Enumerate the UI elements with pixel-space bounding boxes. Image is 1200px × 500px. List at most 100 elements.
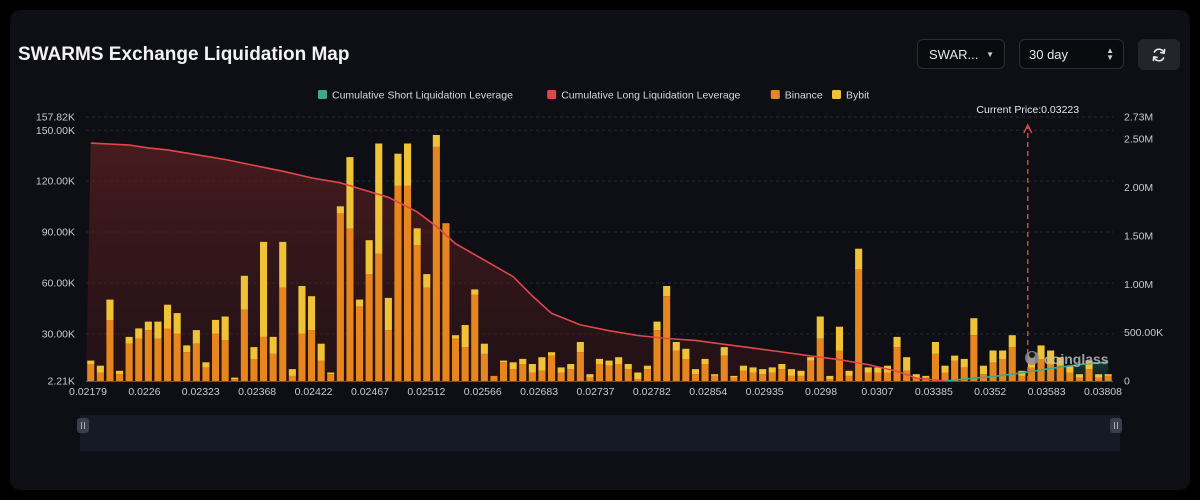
binance-bar — [653, 330, 661, 381]
long-liquidation-line — [90, 142, 946, 382]
binance-bar — [240, 309, 248, 381]
bybit-bar — [634, 372, 642, 380]
binance-bar — [1075, 377, 1083, 381]
x-tick-label: 0.02422 — [295, 386, 333, 398]
bybit-bar — [605, 360, 613, 366]
binance-bar — [1047, 364, 1055, 381]
x-tick-label: 0.02854 — [689, 386, 727, 398]
binance-bar — [96, 372, 104, 381]
binance-bar — [404, 185, 412, 381]
bybit-bar — [1075, 374, 1083, 378]
binance-bar — [202, 367, 210, 381]
binance-bar — [116, 374, 124, 381]
binance-bar — [576, 352, 584, 381]
binance-bar — [87, 364, 95, 381]
zoom-slider[interactable] — [77, 415, 1122, 451]
binance-bar — [778, 369, 786, 381]
y-right-tick-label: 1.50M — [1124, 230, 1153, 242]
bybit-bar — [375, 143, 383, 254]
binance-bar — [308, 330, 316, 381]
bybit-bar — [864, 367, 872, 373]
binance-bar — [269, 353, 277, 381]
binance-bar — [557, 372, 565, 381]
binance-bar — [768, 372, 776, 381]
chart-legend: Cumulative Short Liquidation Leverage Cum… — [318, 90, 869, 102]
y-left-tick-label: 150.00K — [36, 125, 75, 137]
binance-bar — [413, 245, 421, 381]
binance-bar — [528, 372, 536, 381]
bybit-bar — [260, 241, 268, 337]
x-tick-label: 0.0307 — [861, 386, 893, 398]
up-down-chevron-icon: ▲ ▼ — [1106, 46, 1114, 62]
bybit-bar — [576, 342, 584, 353]
x-tick-label: 0.02782 — [633, 386, 671, 398]
cumulative-lines — [90, 142, 1109, 382]
binance-bar — [356, 306, 364, 381]
bybit-bar — [144, 321, 152, 331]
bybit-bar — [336, 206, 344, 214]
x-tick-label: 0.0226 — [128, 386, 160, 398]
bybit-bar — [768, 367, 776, 373]
binance-bar — [1095, 377, 1103, 381]
binance-bar — [480, 353, 488, 381]
symbol-select[interactable]: SWAR... ▼ — [917, 39, 1005, 69]
bybit-bar — [116, 370, 124, 375]
binance-bar — [375, 253, 383, 381]
bybit-bar — [394, 153, 402, 186]
bybit-bar — [826, 375, 834, 380]
y-right-tick-label: 2.73M — [1124, 112, 1153, 124]
bybit-bar — [519, 358, 527, 364]
bybit-bar — [970, 318, 978, 336]
bybit-bar — [298, 286, 306, 334]
bybit-bar — [1066, 365, 1074, 373]
current-price-annotation: Current Price:0.03223 — [976, 104, 1079, 381]
binance-bar — [643, 369, 651, 381]
bybit-bar — [749, 367, 757, 373]
symbol-select-value: SWAR... — [929, 46, 979, 62]
binance-bar — [394, 185, 402, 381]
binance-bar — [586, 377, 594, 381]
bybit-bar — [912, 374, 920, 378]
binance-bar — [173, 333, 181, 381]
bybit-bar — [855, 248, 863, 270]
y-left-tick-label: 2.21K — [48, 376, 75, 388]
bybit-bar — [653, 321, 661, 331]
y-right-tick-label: 500.00K — [1124, 327, 1163, 339]
x-tick-label: 0.02467 — [351, 386, 389, 398]
binance-bar — [615, 364, 623, 381]
x-tick-label: 0.02566 — [464, 386, 502, 398]
binance-bar — [787, 375, 795, 381]
x-tick-label: 0.0352 — [974, 386, 1006, 398]
zoom-handle-left[interactable] — [77, 418, 89, 433]
bybit-bar — [384, 297, 392, 331]
binance-bar — [691, 374, 699, 381]
bybit-bar — [960, 358, 968, 368]
period-select[interactable]: 30 day ▲ ▼ — [1019, 39, 1124, 69]
binance-bar — [634, 379, 642, 381]
legend-swatch — [547, 90, 557, 99]
bybit-bar — [432, 135, 440, 147]
binance-bar — [749, 372, 757, 381]
bybit-bar — [922, 375, 930, 378]
bybit-bar — [500, 360, 508, 363]
bybit-bar — [711, 374, 719, 376]
binance-bar — [903, 370, 911, 381]
binance-bar — [452, 338, 460, 381]
refresh-button[interactable] — [1138, 39, 1180, 70]
bybit-bar — [480, 343, 488, 354]
bybit-bar — [173, 313, 181, 334]
legend-label: Bybit — [846, 90, 869, 102]
x-tick-label: 0.02935 — [746, 386, 784, 398]
bybit-bar — [288, 369, 296, 376]
binance-bar — [106, 319, 114, 381]
bybit-bar — [221, 316, 229, 341]
binance-bar — [288, 375, 296, 381]
zoom-handle-right[interactable] — [1110, 418, 1122, 433]
zoom-track[interactable] — [80, 415, 1120, 451]
y-left-tick-label: 157.82K — [36, 112, 75, 124]
bybit-bar — [739, 365, 747, 371]
binance-bar — [893, 347, 901, 381]
binance-bar — [864, 372, 872, 381]
binance-bar — [183, 352, 191, 381]
binance-bar — [1018, 375, 1026, 381]
